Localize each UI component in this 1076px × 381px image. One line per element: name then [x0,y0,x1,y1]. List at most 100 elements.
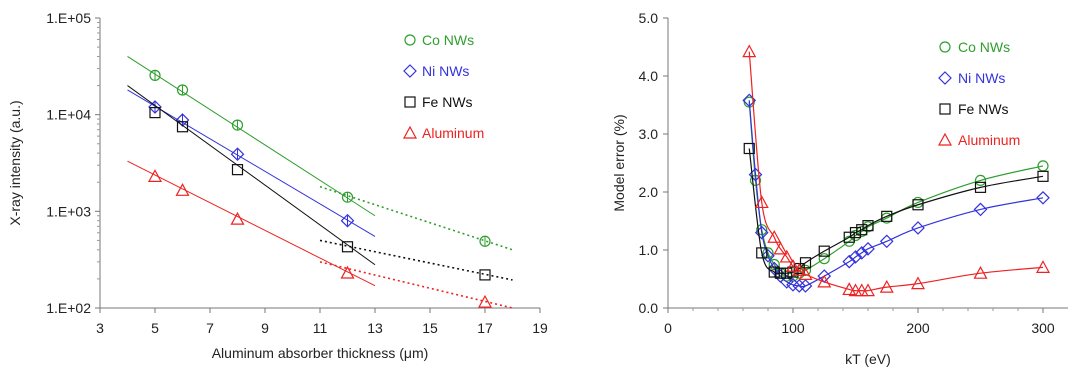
legend-marker [404,34,416,46]
data-point [768,266,780,278]
data-point [779,249,794,263]
data-point [848,250,863,264]
data-point [773,241,788,255]
data-point [860,283,876,297]
y-axis-title: X-ray intensity (a.u.) [7,100,23,225]
y-tick-label: 1.E+02 [46,300,91,316]
data-point [774,267,787,279]
data-point [798,279,813,293]
data-point [175,183,190,196]
series-fe-nws: Fe NWs [743,101,1049,279]
x-tick-label: 3 [96,320,104,336]
y-tick-label: 5.0 [639,10,659,26]
data-point [479,269,491,281]
data-point [754,225,769,240]
data-point [842,282,857,296]
data-point [1036,190,1050,205]
legend-marker [939,41,951,53]
y-tick-label: 1.E+04 [46,107,91,123]
data-point [175,113,190,127]
legend-marker [939,103,951,115]
data-point [879,234,894,249]
data-point [861,241,875,256]
y-tick-label: 3.0 [639,126,659,142]
fit-line [127,56,376,217]
data-point [849,227,862,239]
series-ni-nws: Ni NWs [127,63,469,237]
x-tick-label: 17 [477,320,493,336]
data-point [879,279,894,293]
x-axis-title: kT (eV) [845,351,891,367]
fit-line [127,89,376,237]
legend-label: Aluminum [958,132,1020,148]
y-tick-label: 2.0 [639,184,659,200]
data-point [762,247,774,259]
data-point [149,69,161,81]
data-point [974,174,987,186]
data-point [974,181,987,193]
data-point [818,245,830,257]
data-point [176,84,189,96]
x-tick-label: 15 [422,320,438,336]
x-tick-label: 13 [367,320,383,336]
data-point [818,253,830,265]
data-point [881,210,893,222]
data-point [231,119,244,131]
data-point [756,247,768,259]
data-point [785,258,801,272]
chart-intensity-vs-thickness: 1.E+02 1.E+03 1.E+04 1.E+05 3 5 7 9 11 13 15 17 19 Al… [7,10,548,361]
legend-label: Co NWs [958,39,1010,55]
legend-marker [403,64,417,78]
y-tick-label: 1.E+05 [46,10,91,26]
legend-label: Ni NWs [958,70,1005,86]
series-aluminum: Aluminum [127,125,513,309]
x-tick-label: 100 [781,320,805,336]
data-point [911,221,925,235]
data-point [176,121,189,133]
series-line [748,51,1044,292]
series-fe-nws: Fe NWs [127,85,513,281]
data-point [743,142,755,155]
legend-marker [938,71,952,85]
data-point [148,100,162,114]
x-tick-label: 19 [532,320,548,336]
x-tick-label: 5 [151,320,159,336]
data-point [742,44,757,58]
data-point [479,235,491,247]
data-point [767,229,782,243]
data-point [477,294,493,308]
y-tick-label: 0.0 [639,300,659,316]
legend-marker [402,125,418,139]
data-point [856,224,868,236]
data-point [340,213,355,228]
legend-label: Fe NWs [958,101,1009,117]
data-point [910,276,926,290]
y-tick-label: 1.E+03 [46,203,91,219]
data-point [862,220,874,232]
data-point [230,211,245,225]
data-point [854,246,869,260]
data-point [761,248,775,263]
data-point [792,263,807,276]
data-point [230,147,245,162]
data-point [779,275,794,289]
data-point [149,107,161,119]
legend-label: Ni NWs [422,63,469,79]
chart-model-error-vs-kt: 0.0 1.0 2.0 3.0 4.0 5.0 0 100 200 300 kT (eV) Model… [611,10,1068,367]
fit-line [127,85,376,266]
x-tick-label: 200 [906,320,930,336]
data-point [1037,170,1049,182]
data-point [340,265,355,279]
data-point [817,274,832,288]
legend-label: Aluminum [422,125,484,141]
data-point [231,164,244,176]
data-point [842,254,857,269]
y-axis-title: Model error (%) [611,114,627,211]
legend-label: Fe NWs [422,94,473,110]
x-axis-title: Aluminum absorber thickness (μm) [212,345,429,361]
series-line [748,102,1044,278]
series-line [748,148,1044,275]
data-point [341,191,354,203]
x-tick-label: 9 [261,320,269,336]
